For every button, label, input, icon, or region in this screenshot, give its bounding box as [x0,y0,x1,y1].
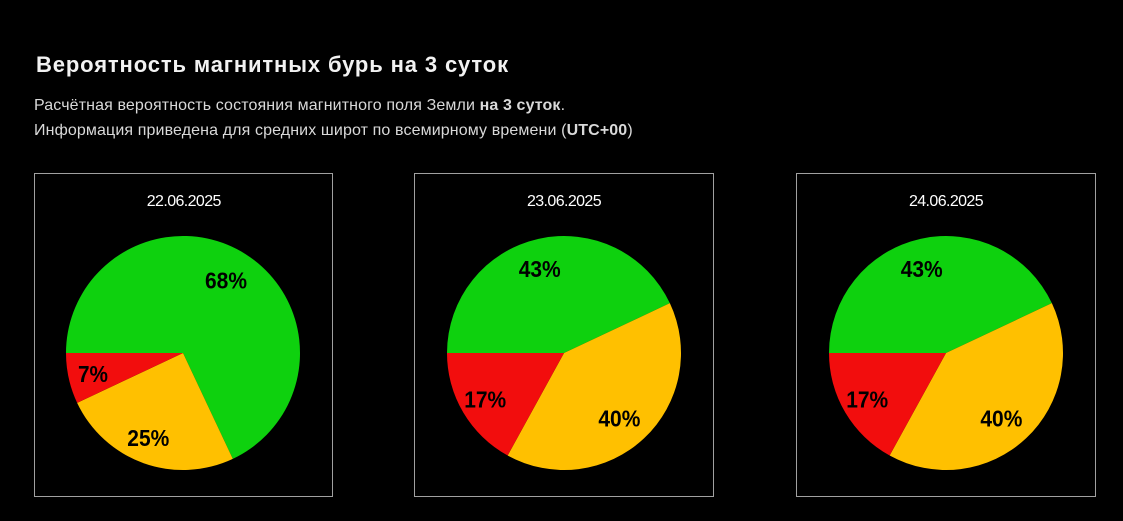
svg-text:40%: 40% [980,405,1022,431]
svg-text:43%: 43% [518,255,560,281]
svg-text:17%: 17% [846,386,888,412]
svg-text:40%: 40% [598,405,640,431]
svg-text:7%: 7% [78,360,108,386]
svg-text:43%: 43% [901,255,943,281]
svg-text:25%: 25% [127,425,169,451]
svg-text:17%: 17% [464,386,506,412]
svg-text:68%: 68% [205,267,247,293]
